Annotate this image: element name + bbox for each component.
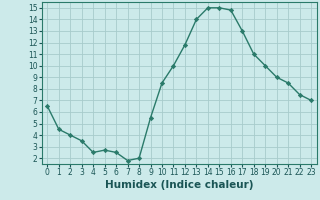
X-axis label: Humidex (Indice chaleur): Humidex (Indice chaleur) <box>105 180 253 190</box>
